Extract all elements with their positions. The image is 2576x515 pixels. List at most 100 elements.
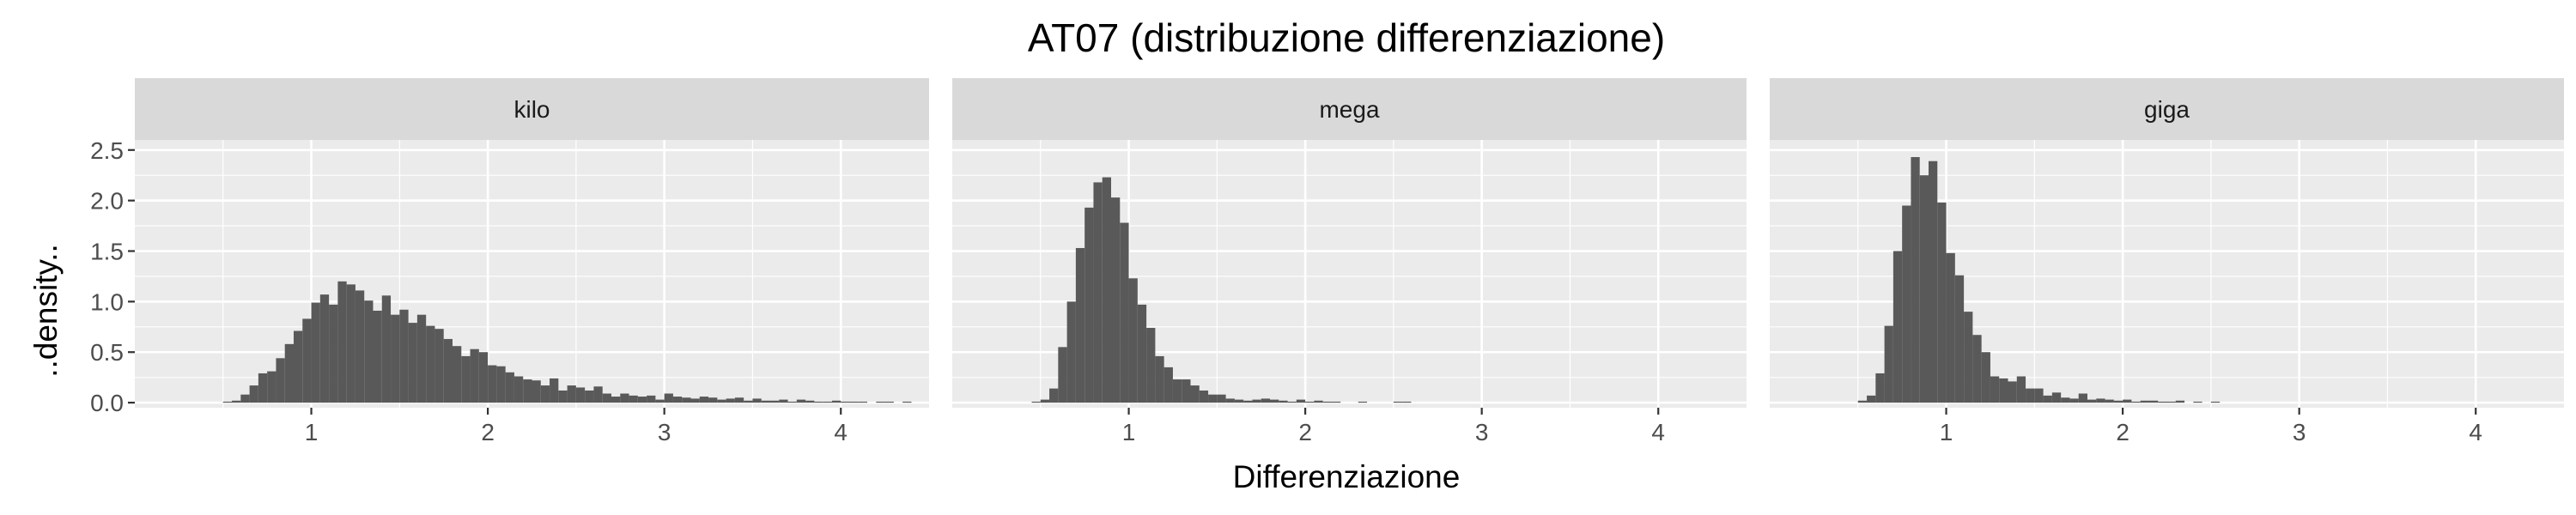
histogram-bar bbox=[1402, 401, 1412, 403]
histogram-bar bbox=[2131, 401, 2141, 403]
histogram-bar bbox=[629, 395, 638, 403]
histogram-bar bbox=[1225, 398, 1235, 403]
histogram-bar bbox=[2123, 399, 2132, 403]
histogram-bar bbox=[1199, 390, 1209, 403]
histogram-bar bbox=[575, 387, 586, 403]
histogram-bar bbox=[470, 348, 479, 403]
histogram-bar bbox=[2193, 401, 2202, 403]
histogram-bar bbox=[2140, 400, 2149, 403]
histogram-bar bbox=[1331, 401, 1341, 403]
histogram-bar bbox=[690, 398, 700, 403]
histogram-bar bbox=[513, 376, 524, 403]
histogram-bar bbox=[1287, 401, 1297, 403]
histogram-bar bbox=[726, 398, 735, 403]
histogram-bar bbox=[734, 397, 744, 403]
histogram-bar bbox=[902, 401, 912, 403]
histogram-bar bbox=[1031, 401, 1041, 403]
histogram-bar bbox=[1217, 394, 1226, 403]
histogram-bar bbox=[2069, 398, 2079, 403]
histogram-bar bbox=[294, 330, 303, 403]
histogram-bar bbox=[1972, 335, 1982, 403]
histogram-bar bbox=[2078, 393, 2087, 403]
histogram-bar bbox=[2096, 398, 2105, 403]
histogram-bar bbox=[1146, 327, 1156, 403]
histogram-bar bbox=[2113, 400, 2123, 403]
histogram-bar bbox=[823, 401, 832, 403]
facet-panel-kilo: kilo 1 2 3 4 bbox=[135, 78, 929, 445]
histogram-bar bbox=[1867, 395, 1876, 403]
y-tick-label: 2.0 bbox=[90, 188, 124, 215]
histogram-bar bbox=[426, 325, 435, 403]
histogram-bar bbox=[249, 385, 258, 403]
histogram-bar bbox=[1981, 352, 1990, 403]
histogram-bar bbox=[699, 397, 709, 403]
histogram-bar bbox=[1111, 197, 1121, 403]
histogram-bar bbox=[329, 304, 338, 403]
histogram-bar bbox=[232, 400, 241, 403]
x-tick-label: 1 bbox=[305, 419, 319, 445]
histogram-bar bbox=[1234, 399, 1244, 403]
histogram-bar bbox=[2061, 397, 2070, 403]
histogram-bar bbox=[1990, 376, 2000, 403]
histogram-bar bbox=[752, 398, 762, 403]
histogram-bar bbox=[1261, 398, 1270, 403]
y-axis-title: ..density.. bbox=[28, 244, 64, 378]
histogram-bar bbox=[532, 380, 541, 403]
histogram-bar bbox=[672, 397, 683, 403]
histogram-bar bbox=[1208, 394, 1218, 403]
x-tick-label: 3 bbox=[2293, 419, 2306, 445]
histogram-bar bbox=[391, 314, 400, 403]
y-tick-label: 1.5 bbox=[90, 239, 124, 265]
panel-background bbox=[135, 140, 929, 408]
histogram-bar bbox=[276, 358, 285, 403]
histogram-bar bbox=[1120, 222, 1129, 403]
histogram-bar bbox=[1163, 367, 1173, 403]
histogram-bar bbox=[461, 355, 471, 403]
histogram-bar bbox=[1058, 347, 1067, 403]
histogram-bar bbox=[1128, 278, 1138, 403]
histogram-bar bbox=[1902, 205, 1911, 403]
histogram-bar bbox=[1946, 252, 1955, 403]
facet-strip-label: mega bbox=[1319, 96, 1379, 123]
histogram-bar bbox=[434, 329, 444, 403]
histogram-bar bbox=[664, 393, 673, 403]
histogram-bar bbox=[593, 386, 603, 403]
histogram-bar bbox=[1393, 401, 1403, 403]
histogram-bar bbox=[1137, 304, 1147, 403]
histogram-bar bbox=[787, 401, 797, 403]
histogram-bar bbox=[611, 397, 621, 403]
histogram-bar bbox=[1243, 400, 1253, 403]
histogram-bar bbox=[267, 371, 276, 403]
histogram-bar bbox=[1075, 247, 1085, 403]
histogram-bar bbox=[2026, 388, 2035, 403]
histogram-bar bbox=[1358, 401, 1368, 403]
histogram-bar bbox=[488, 365, 497, 403]
histogram-bar bbox=[1093, 182, 1103, 403]
histogram-bar bbox=[1314, 400, 1323, 403]
histogram-bar bbox=[523, 379, 532, 403]
facet-panels: kilo 1 2 3 4 mega 1 2 3 4 giga 1 2 3 4 bbox=[135, 78, 2564, 445]
histogram-bar bbox=[1929, 161, 1938, 403]
histogram-bar bbox=[1911, 157, 1920, 403]
histogram-bar bbox=[258, 373, 268, 403]
y-tick-label: 0.0 bbox=[90, 390, 124, 416]
y-axis: 0.0 0.5 1.0 1.5 2.0 2.5 bbox=[90, 137, 135, 416]
histogram-bar bbox=[1884, 325, 1893, 403]
x-tick-label: 4 bbox=[834, 419, 848, 445]
x-tick-label: 3 bbox=[1475, 419, 1489, 445]
histogram-bar bbox=[1964, 312, 1973, 403]
histogram-bar bbox=[876, 401, 885, 403]
histogram-bar bbox=[805, 400, 815, 403]
y-tick-label: 1.0 bbox=[90, 288, 124, 315]
histogram-bar bbox=[222, 401, 233, 403]
x-tick-label: 2 bbox=[2116, 419, 2129, 445]
histogram-bar bbox=[2175, 400, 2185, 403]
histogram-bar bbox=[381, 295, 392, 403]
histogram-bar bbox=[550, 378, 559, 403]
x-tick-label: 1 bbox=[1940, 419, 1953, 445]
histogram-bar bbox=[884, 401, 894, 403]
histogram-bar bbox=[796, 399, 806, 403]
histogram-bar bbox=[841, 401, 850, 403]
x-tick-label: 4 bbox=[2469, 419, 2482, 445]
facet-strip-label: kilo bbox=[513, 96, 550, 123]
